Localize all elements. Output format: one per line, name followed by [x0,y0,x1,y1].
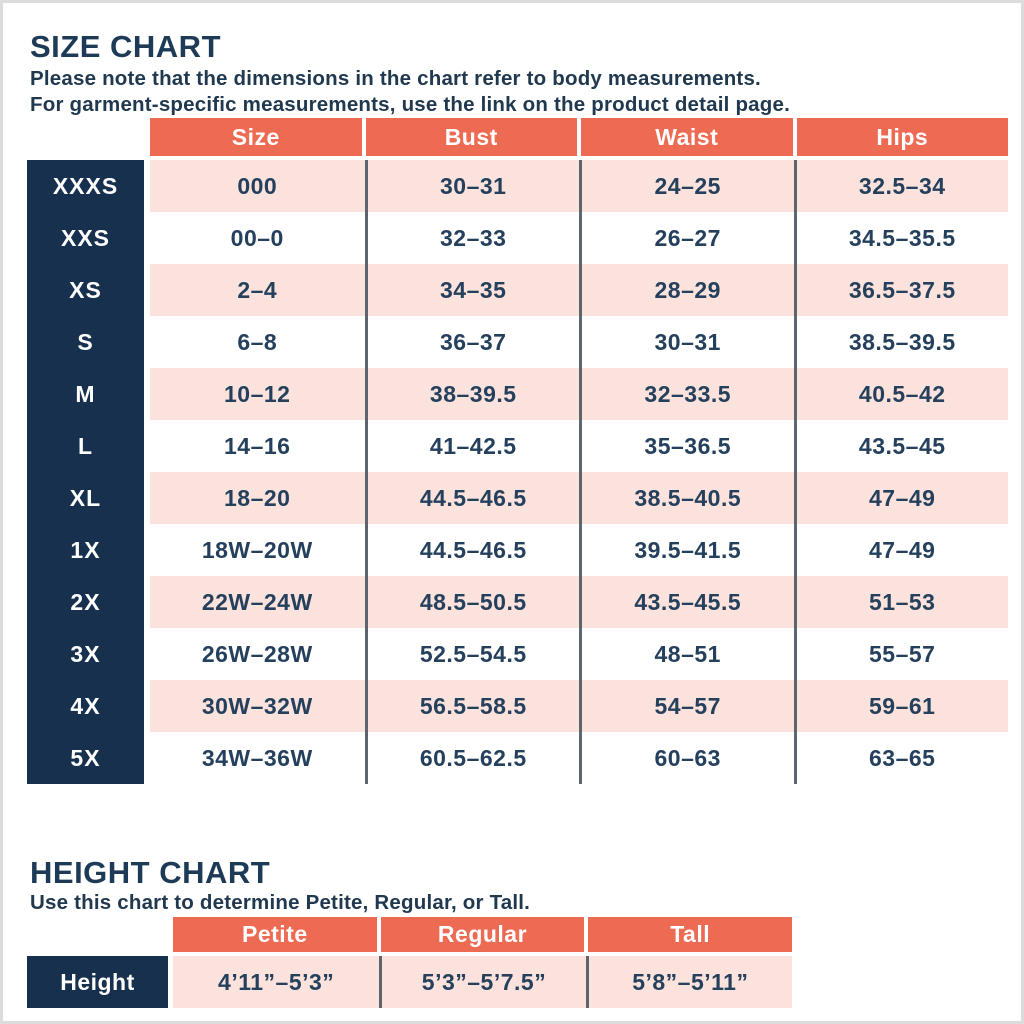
tall-range-cell: 5’8”–5’11” [585,956,792,1008]
bust-cell: 44.5–46.5 [364,472,580,524]
bust-cell: 52.5–54.5 [364,628,580,680]
table-row: 14–16 41–42.5 35–36.5 43.5–45 [150,420,1008,472]
table-row: 34W–36W 60.5–62.5 60–63 63–65 [150,732,1008,784]
column-header-tall: Tall [588,917,792,952]
height-chart-subtitle: Use this chart to determine Petite, Regu… [30,890,531,914]
row-label: 4X [27,680,144,732]
size-chart-row-labels: XXXS XXS XS S M L XL 1X 2X 3X 4X 5X [27,160,144,784]
size-cell: 2–4 [237,276,278,303]
size-chart-header-row: Size Bust Waist Hips [150,118,1008,156]
hips-cell: 34.5–35.5 [793,212,1009,264]
size-cell: 26W–28W [201,640,313,667]
bust-cell: 34–35 [364,264,580,316]
height-chart-title: HEIGHT CHART [30,854,271,890]
height-chart-header-row: Petite Regular Tall [173,917,792,952]
table-row: 22W–24W 48.5–50.5 43.5–45.5 51–53 [150,576,1008,628]
size-chart-body: 000 30–31 24–25 32.5–34 00–0 32–33 26–27… [150,160,1008,784]
hips-cell: 36.5–37.5 [793,264,1009,316]
bust-cell: 38–39.5 [364,368,580,420]
column-header-hips: Hips [796,118,1008,156]
hips-cell: 40.5–42 [793,368,1009,420]
hips-cell: 51–53 [793,576,1009,628]
size-chart-subtitle-line2: For garment-specific measurements, use t… [30,92,790,116]
column-header-regular: Regular [380,917,585,952]
column-header-waist: Waist [581,118,793,156]
size-cell: 34W–36W [201,744,313,771]
table-row: 30W–32W 56.5–58.5 54–57 59–61 [150,680,1008,732]
bust-cell: 56.5–58.5 [364,680,580,732]
waist-cell: 35–36.5 [579,420,794,472]
waist-cell: 30–31 [579,316,794,368]
waist-cell: 60–63 [579,732,794,784]
bust-cell: 44.5–46.5 [364,524,580,576]
size-cell: 6–8 [237,328,278,355]
row-label: XXS [27,212,144,264]
bust-cell: 41–42.5 [364,420,580,472]
bust-cell: 36–37 [364,316,580,368]
height-row-label: Height [27,956,168,1008]
waist-cell: 39.5–41.5 [579,524,794,576]
table-row: 6–8 36–37 30–31 38.5–39.5 [150,316,1008,368]
table-row: 18W–20W 44.5–46.5 39.5–41.5 47–49 [150,524,1008,576]
bust-cell: 60.5–62.5 [364,732,580,784]
row-label: XS [27,264,144,316]
row-label: M [27,368,144,420]
size-cell: 30W–32W [201,692,313,719]
size-cell: 22W–24W [201,588,313,615]
waist-cell: 24–25 [579,160,794,212]
table-row: 2–4 34–35 28–29 36.5–37.5 [150,264,1008,316]
waist-cell: 28–29 [579,264,794,316]
row-label: L [27,420,144,472]
hips-cell: 47–49 [793,472,1009,524]
row-label: 5X [27,732,144,784]
waist-cell: 32–33.5 [579,368,794,420]
hips-cell: 47–49 [793,524,1009,576]
row-label: 2X [27,576,144,628]
column-header-size: Size [150,118,362,156]
waist-cell: 43.5–45.5 [579,576,794,628]
petite-range-cell: 4’11”–5’3” [218,968,335,995]
height-chart-data-row: 4’11”–5’3” 5’3”–5’7.5” 5’8”–5’11” [173,956,792,1008]
hips-cell: 32.5–34 [793,160,1009,212]
hips-cell: 55–57 [793,628,1009,680]
hips-cell: 63–65 [793,732,1009,784]
size-cell: 18W–20W [201,536,313,563]
hips-cell: 38.5–39.5 [793,316,1009,368]
row-label: 3X [27,628,144,680]
bust-cell: 32–33 [364,212,580,264]
row-label: XL [27,472,144,524]
size-cell: 14–16 [224,432,291,459]
waist-cell: 38.5–40.5 [579,472,794,524]
table-row: 10–12 38–39.5 32–33.5 40.5–42 [150,368,1008,420]
bust-cell: 48.5–50.5 [364,576,580,628]
size-cell: 10–12 [224,380,291,407]
bust-cell: 30–31 [364,160,580,212]
column-header-bust: Bust [365,118,577,156]
row-label: XXXS [27,160,144,212]
size-chart-title: SIZE CHART [30,28,221,64]
column-header-petite: Petite [173,917,377,952]
waist-cell: 48–51 [579,628,794,680]
waist-cell: 54–57 [579,680,794,732]
table-row: 26W–28W 52.5–54.5 48–51 55–57 [150,628,1008,680]
table-row: 00–0 32–33 26–27 34.5–35.5 [150,212,1008,264]
table-row: 18–20 44.5–46.5 38.5–40.5 47–49 [150,472,1008,524]
size-cell: 00–0 [230,224,284,251]
hips-cell: 43.5–45 [793,420,1009,472]
size-chart-subtitle-line1: Please note that the dimensions in the c… [30,66,761,90]
hips-cell: 59–61 [793,680,1009,732]
size-cell: 000 [237,172,278,199]
table-row: 000 30–31 24–25 32.5–34 [150,160,1008,212]
regular-range-cell: 5’3”–5’7.5” [379,956,585,1008]
row-label: S [27,316,144,368]
waist-cell: 26–27 [579,212,794,264]
size-cell: 18–20 [224,484,291,511]
row-label: 1X [27,524,144,576]
